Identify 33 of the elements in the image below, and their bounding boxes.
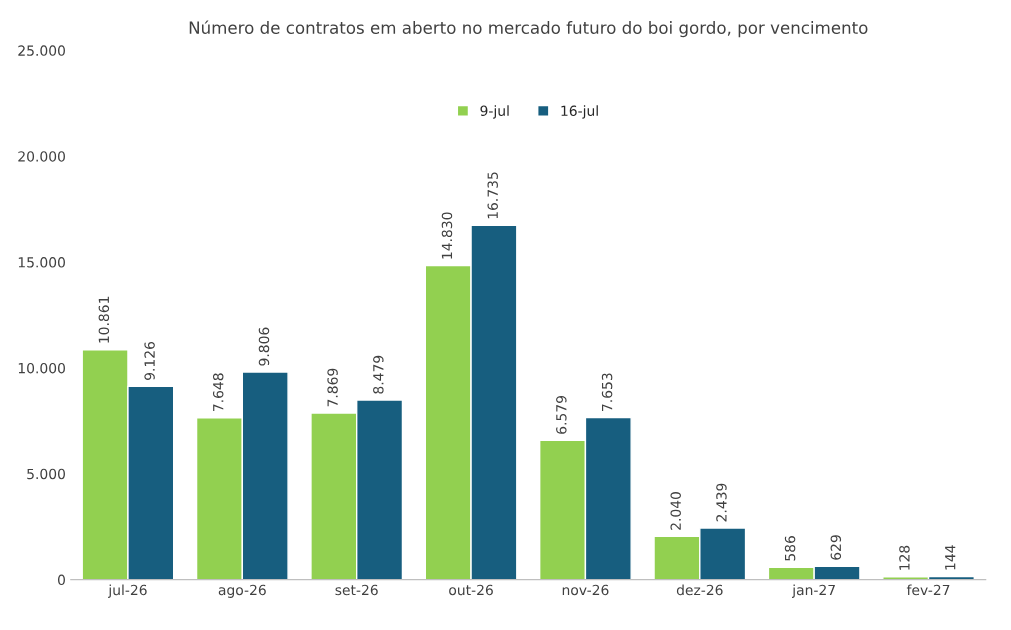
data-label: 7.653 bbox=[601, 373, 613, 411]
data-label: 6.579 bbox=[556, 396, 567, 434]
x-tick-label: out-26 bbox=[449, 584, 493, 596]
data-label: 128 bbox=[899, 545, 910, 570]
data-label: 14.830 bbox=[441, 212, 453, 259]
data-label: 8.479 bbox=[373, 355, 384, 394]
y-tick-label: 5.000 bbox=[27, 468, 65, 480]
data-label: 144 bbox=[945, 545, 956, 570]
data-label: 9.126 bbox=[144, 341, 155, 380]
x-tick-label: set-26 bbox=[335, 584, 378, 596]
data-label: 629 bbox=[830, 535, 842, 560]
y-tick-label: 15.000 bbox=[18, 257, 65, 268]
data-label: 9.806 bbox=[258, 327, 270, 366]
legend-label: 16-jul bbox=[561, 105, 598, 119]
y-tick-label: 25.000 bbox=[18, 45, 65, 56]
data-label: 586 bbox=[784, 536, 796, 561]
x-tick-label: fev-27 bbox=[906, 584, 950, 596]
y-tick-label: 10.000 bbox=[18, 362, 65, 374]
y-tick-label: 0 bbox=[57, 574, 65, 586]
x-tick-label: dez-26 bbox=[676, 584, 723, 596]
data-label: 7.869 bbox=[327, 368, 338, 407]
chart-title: Número de contratos em aberto no mercado futuro do boi gordo, por vencimento bbox=[189, 20, 868, 38]
y-tick-label: 20.000 bbox=[18, 151, 65, 162]
data-label: 2.439 bbox=[716, 483, 727, 522]
data-label: 7.648 bbox=[212, 373, 224, 412]
x-tick-label: jan-27 bbox=[791, 584, 835, 598]
data-label: 10.861 bbox=[98, 296, 110, 343]
data-label: 2.040 bbox=[670, 492, 681, 530]
x-tick-label: ago-26 bbox=[218, 584, 266, 598]
legend-label: 9-jul bbox=[480, 105, 509, 119]
x-tick-label: nov-26 bbox=[562, 584, 609, 596]
data-label: 16.735 bbox=[487, 172, 498, 219]
x-tick-label: jul-26 bbox=[108, 584, 147, 598]
